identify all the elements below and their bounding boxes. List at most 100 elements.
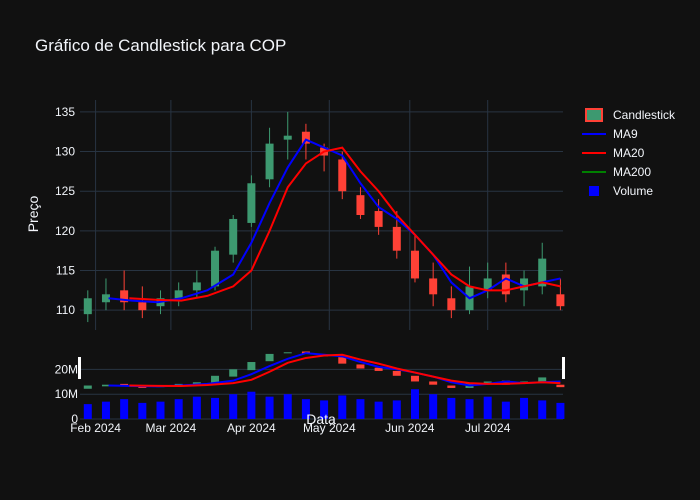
- rangeslider-right-handle[interactable]: [562, 357, 565, 379]
- volume-bar: [101, 401, 110, 419]
- volume-bar: [465, 399, 474, 419]
- x-tick-label: May 2024: [303, 421, 356, 435]
- volume-bar: [410, 389, 419, 419]
- candle-body: [356, 195, 365, 215]
- volume-bar: [374, 401, 383, 419]
- volume-bar: [120, 399, 129, 419]
- candle-body: [265, 143, 274, 180]
- legend-label[interactable]: Candlestick: [613, 108, 676, 122]
- volume-bar: [192, 396, 201, 419]
- volume-bar: [356, 399, 365, 419]
- rangeslider-candle: [447, 385, 456, 388]
- x-tick-label: Mar 2024: [146, 421, 197, 435]
- x-tick-label: Apr 2024: [227, 421, 276, 435]
- volume-tick-labels: 0 10M 20M: [55, 362, 79, 426]
- volume-bar: [156, 401, 165, 419]
- rangeslider-left-handle[interactable]: [78, 357, 81, 379]
- ma20-line: [129, 146, 561, 302]
- rangeslider-candle: [483, 381, 492, 384]
- candle-body: [83, 298, 92, 315]
- volume-tick-label: 0: [71, 412, 78, 426]
- rangeslider-candle: [556, 384, 565, 388]
- price-tick-label: 120: [55, 224, 75, 238]
- rangeslider-candle: [392, 370, 401, 376]
- y-axis-title: Preço: [25, 196, 41, 233]
- candle-body: [174, 290, 183, 299]
- volume-bar: [483, 396, 492, 419]
- candle-body: [410, 250, 419, 279]
- rangeslider-candle: [138, 386, 147, 388]
- ma9-line: [108, 138, 561, 304]
- volume-bar: [392, 400, 401, 419]
- legend-swatch-volume: [589, 186, 599, 196]
- rangeslider-candle: [283, 352, 292, 354]
- rangeslider-candle: [265, 353, 274, 362]
- rangeslider-candle: [356, 364, 365, 369]
- rangeslider-candle: [501, 380, 510, 385]
- x-tick-label: Jun 2024: [385, 421, 435, 435]
- legend-swatch-candlestick: [585, 108, 603, 122]
- rangeslider-candle: [229, 369, 238, 377]
- rangeslider-candle: [429, 381, 438, 385]
- volume-bar: [338, 395, 347, 419]
- volume-bar: [247, 391, 256, 419]
- volume-tick-label: 20M: [55, 362, 78, 376]
- rangeslider-candle: [338, 357, 347, 364]
- volume-bar: [447, 397, 456, 419]
- volume-bar: [301, 399, 310, 419]
- candle-body: [483, 278, 492, 291]
- candle-body: [338, 159, 347, 192]
- volume-bars: [83, 389, 565, 419]
- candle-body: [283, 135, 292, 140]
- candle-body: [301, 131, 310, 144]
- rangeslider-moving-average-lines: [108, 352, 561, 388]
- candle-body: [247, 183, 256, 223]
- candle-body: [556, 294, 565, 307]
- volume-bar: [83, 404, 92, 419]
- legend-label[interactable]: Volume: [613, 184, 653, 198]
- candle-body: [520, 278, 529, 291]
- candle-body: [101, 294, 110, 303]
- rangeslider-candle: [247, 362, 256, 371]
- candle-body: [447, 298, 456, 311]
- volume-tick-label: 10M: [55, 387, 78, 401]
- volume-bar: [211, 397, 220, 419]
- volume-bar: [520, 397, 529, 419]
- candle-body: [501, 274, 510, 295]
- rangeslider-candle: [101, 384, 110, 387]
- candle-body: [374, 211, 383, 227]
- x-tick-label: Jul 2024: [465, 421, 511, 435]
- rangeslider-ma20-line: [129, 353, 561, 388]
- price-tick-label: 115: [56, 264, 75, 278]
- candle-body: [192, 282, 201, 291]
- x-tick-labels: Feb 2024 Mar 2024 Apr 2024 May 2024 Jun 2024…: [70, 421, 510, 435]
- volume-bar: [283, 394, 292, 419]
- moving-average-lines: [108, 138, 561, 304]
- candle-body: [538, 258, 547, 287]
- x-gridlines: [95, 100, 489, 330]
- price-tick-label: 130: [55, 145, 75, 159]
- volume-bar: [138, 402, 147, 419]
- volume-bar: [174, 399, 183, 419]
- legend[interactable]: Candlestick MA9 MA20 MA200 Volume: [582, 108, 676, 198]
- x-axis-title: Data: [306, 411, 336, 427]
- chart-title: Gráfico de Candlestick para COP: [35, 36, 286, 55]
- candle-body: [392, 226, 401, 251]
- x-tick-label: Feb 2024: [70, 421, 121, 435]
- rangeslider-candle: [410, 375, 419, 382]
- rangeslider-candle: [374, 367, 383, 371]
- volume-bar: [429, 394, 438, 419]
- candle-body: [211, 250, 220, 287]
- legend-label[interactable]: MA9: [613, 127, 638, 141]
- price-tick-labels: 110 115 120 125 130 135: [55, 105, 75, 317]
- candle-body: [120, 290, 129, 303]
- volume-bar: [501, 401, 510, 419]
- rangeslider-candle: [192, 382, 201, 384]
- rangeslider-candle: [83, 385, 92, 389]
- legend-label[interactable]: MA20: [613, 146, 645, 160]
- legend-label[interactable]: MA200: [613, 165, 651, 179]
- volume-bar: [229, 394, 238, 419]
- candle-body: [138, 302, 147, 311]
- volume-bar: [538, 400, 547, 419]
